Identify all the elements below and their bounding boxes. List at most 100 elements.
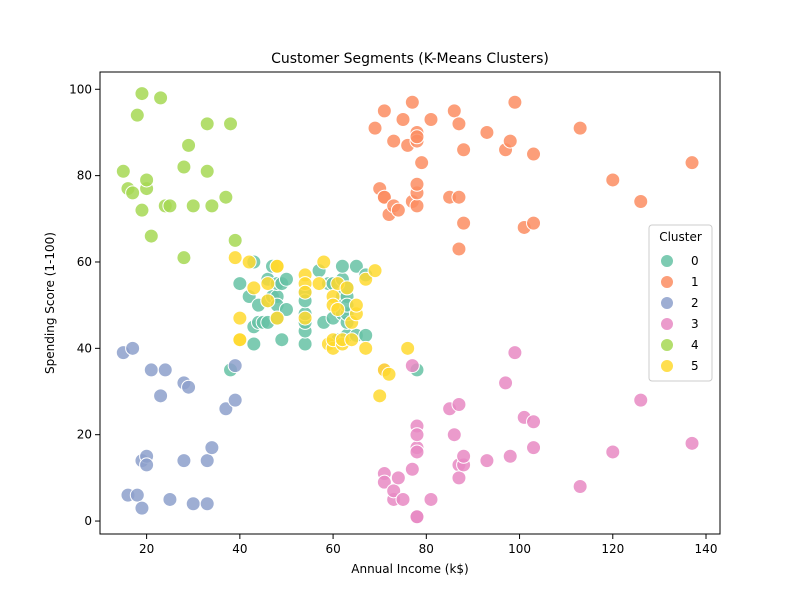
point-cluster-3: [409, 444, 425, 460]
legend-marker-5: [660, 359, 674, 373]
point-cluster-3: [498, 375, 514, 391]
legend-marker-4: [660, 338, 674, 352]
point-cluster-5: [269, 310, 285, 326]
y-axis-label: Spending Score (1-100): [43, 232, 57, 374]
point-cluster-2: [162, 491, 178, 507]
x-tick-label: 120: [601, 542, 624, 556]
point-cluster-1: [390, 202, 406, 218]
x-tick-label: 20: [139, 542, 154, 556]
point-cluster-0: [278, 301, 294, 317]
point-cluster-1: [409, 176, 425, 192]
point-cluster-1: [456, 142, 472, 158]
point-cluster-5: [339, 280, 355, 296]
y-tick-label: 80: [77, 169, 92, 183]
point-cluster-4: [139, 172, 155, 188]
legend-label-1: 1: [691, 275, 699, 289]
point-cluster-5: [372, 388, 388, 404]
point-cluster-5: [232, 310, 248, 326]
point-cluster-5: [227, 250, 243, 266]
point-cluster-1: [404, 94, 420, 110]
point-cluster-1: [409, 129, 425, 145]
point-cluster-1: [451, 116, 467, 132]
point-cluster-2: [129, 487, 145, 503]
point-cluster-1: [526, 215, 542, 231]
point-cluster-3: [572, 479, 588, 495]
point-cluster-4: [153, 90, 169, 106]
point-cluster-0: [358, 327, 374, 343]
legend: Cluster 0 1 2 3 4 5: [648, 224, 713, 382]
point-cluster-4: [143, 228, 159, 244]
point-cluster-4: [129, 107, 145, 123]
chart-title: Customer Segments (K-Means Clusters): [271, 51, 549, 67]
x-axis: 20 40 60 80 100 120 140: [139, 534, 717, 556]
point-cluster-4: [218, 189, 234, 205]
point-cluster-5: [358, 271, 374, 287]
point-cluster-0: [232, 276, 248, 292]
point-cluster-1: [446, 103, 462, 119]
point-cluster-3: [684, 435, 700, 451]
point-cluster-1: [423, 111, 439, 127]
x-tick-label: 140: [695, 542, 718, 556]
legend-marker-2: [660, 296, 674, 310]
y-tick-label: 0: [84, 514, 92, 528]
y-tick-label: 100: [69, 82, 92, 96]
y-tick-label: 40: [77, 341, 92, 355]
x-tick-label: 40: [232, 542, 247, 556]
point-cluster-0: [297, 336, 313, 352]
point-cluster-5: [241, 254, 257, 270]
point-cluster-2: [139, 457, 155, 473]
point-cluster-3: [395, 491, 411, 507]
x-tick-label: 80: [419, 542, 434, 556]
point-cluster-5: [316, 254, 332, 270]
point-cluster-2: [185, 496, 201, 512]
point-cluster-5: [232, 332, 248, 348]
point-cluster-3: [404, 358, 420, 374]
point-cluster-3: [386, 483, 402, 499]
point-cluster-4: [204, 198, 220, 214]
points-layer: [115, 86, 700, 525]
point-cluster-5: [381, 366, 397, 382]
point-cluster-1: [479, 124, 495, 140]
point-cluster-2: [176, 453, 192, 469]
point-cluster-4: [223, 116, 239, 132]
point-cluster-3: [633, 392, 649, 408]
point-cluster-5: [246, 280, 262, 296]
point-cluster-3: [390, 470, 406, 486]
point-cluster-5: [311, 276, 327, 292]
point-cluster-1: [376, 189, 392, 205]
point-cluster-3: [409, 509, 425, 525]
point-cluster-5: [260, 293, 276, 309]
point-cluster-1: [633, 194, 649, 210]
legend-box: [648, 224, 713, 382]
point-cluster-4: [134, 202, 150, 218]
point-cluster-4: [181, 137, 197, 153]
point-cluster-2: [125, 340, 141, 356]
point-cluster-4: [125, 185, 141, 201]
legend-marker-3: [660, 317, 674, 331]
legend-label-3: 3: [691, 317, 699, 331]
point-cluster-1: [367, 120, 383, 136]
point-cluster-4: [199, 116, 215, 132]
point-cluster-4: [115, 163, 131, 179]
legend-label-4: 4: [691, 338, 699, 352]
point-cluster-1: [507, 94, 523, 110]
point-cluster-5: [269, 258, 285, 274]
point-cluster-3: [526, 440, 542, 456]
point-cluster-5: [297, 284, 313, 300]
point-cluster-0: [348, 258, 364, 274]
point-cluster-3: [605, 444, 621, 460]
point-cluster-2: [218, 401, 234, 417]
point-cluster-3: [404, 461, 420, 477]
point-cluster-1: [386, 133, 402, 149]
point-cluster-2: [143, 362, 159, 378]
point-cluster-3: [502, 448, 518, 464]
x-axis-label: Annual Income (k$): [351, 562, 468, 576]
point-cluster-4: [176, 250, 192, 266]
point-cluster-2: [204, 440, 220, 456]
legend-label-2: 2: [691, 296, 699, 310]
point-cluster-2: [181, 379, 197, 395]
point-cluster-1: [526, 146, 542, 162]
point-cluster-1: [572, 120, 588, 136]
point-cluster-3: [526, 414, 542, 430]
